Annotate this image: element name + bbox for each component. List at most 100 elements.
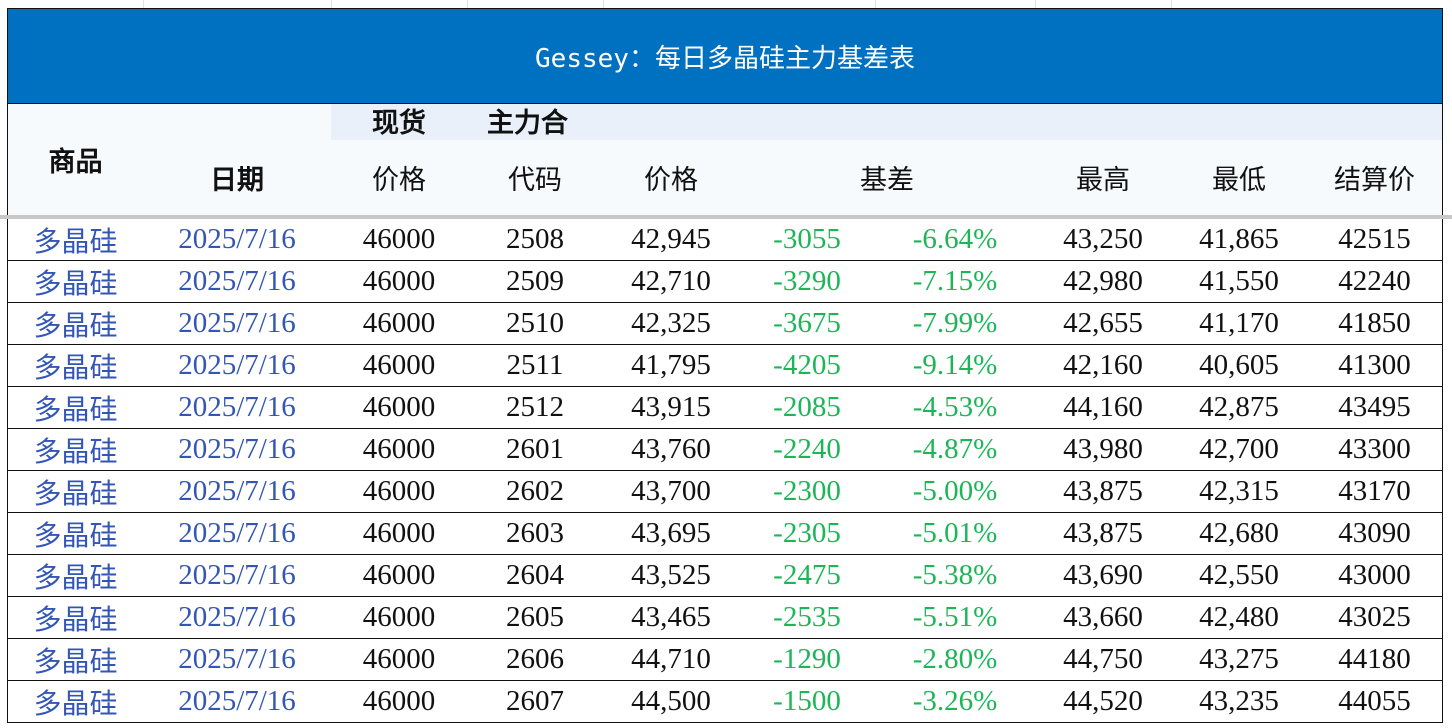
cell-code[interactable]: 2607 xyxy=(467,681,604,723)
cell-high[interactable]: 42,980 xyxy=(1035,261,1172,303)
cell-date[interactable]: 2025/7/16 xyxy=(143,261,332,303)
cell-low[interactable]: 42,680 xyxy=(1171,513,1308,555)
cell-high[interactable]: 43,875 xyxy=(1035,513,1172,555)
cell-spot-price[interactable]: 46000 xyxy=(331,429,468,471)
cell-code[interactable]: 2511 xyxy=(467,345,604,387)
cell-product[interactable]: 多晶硅 xyxy=(7,345,144,387)
cell-basis-pct[interactable]: -9.14% xyxy=(875,345,1036,387)
cell-low[interactable]: 42,315 xyxy=(1171,471,1308,513)
cell-date[interactable]: 2025/7/16 xyxy=(143,597,332,639)
cell-basis[interactable]: -1500 xyxy=(739,681,876,723)
cell-high[interactable]: 43,660 xyxy=(1035,597,1172,639)
cell-code[interactable]: 2510 xyxy=(467,303,604,345)
cell-spot-price[interactable]: 46000 xyxy=(331,639,468,681)
cell-code[interactable]: 2605 xyxy=(467,597,604,639)
cell-low[interactable]: 41,865 xyxy=(1171,219,1308,261)
cell-product[interactable]: 多晶硅 xyxy=(7,597,144,639)
cell-spot-price[interactable]: 46000 xyxy=(331,513,468,555)
cell-low[interactable]: 42,480 xyxy=(1171,597,1308,639)
cell-spot-price[interactable]: 46000 xyxy=(331,345,468,387)
cell-code[interactable]: 2603 xyxy=(467,513,604,555)
cell-settle[interactable]: 43300 xyxy=(1307,429,1443,471)
cell-basis[interactable]: -2300 xyxy=(739,471,876,513)
cell-product[interactable]: 多晶硅 xyxy=(7,681,144,723)
cell-main-price[interactable]: 42,945 xyxy=(603,219,740,261)
cell-basis[interactable]: -4205 xyxy=(739,345,876,387)
cell-spot-price[interactable]: 46000 xyxy=(331,471,468,513)
cell-main-price[interactable]: 43,760 xyxy=(603,429,740,471)
cell-date[interactable]: 2025/7/16 xyxy=(143,303,332,345)
cell-basis-pct[interactable]: -5.51% xyxy=(875,597,1036,639)
cell-high[interactable]: 43,250 xyxy=(1035,219,1172,261)
cell-basis-pct[interactable]: -5.01% xyxy=(875,513,1036,555)
cell-settle[interactable]: 43495 xyxy=(1307,387,1443,429)
cell-high[interactable]: 42,655 xyxy=(1035,303,1172,345)
cell-basis[interactable]: -2305 xyxy=(739,513,876,555)
cell-basis-pct[interactable]: -7.99% xyxy=(875,303,1036,345)
cell-spot-price[interactable]: 46000 xyxy=(331,681,468,723)
cell-settle[interactable]: 44055 xyxy=(1307,681,1443,723)
cell-spot-price[interactable]: 46000 xyxy=(331,555,468,597)
cell-basis-pct[interactable]: -5.00% xyxy=(875,471,1036,513)
cell-main-price[interactable]: 42,710 xyxy=(603,261,740,303)
cell-main-price[interactable]: 43,465 xyxy=(603,597,740,639)
cell-main-price[interactable]: 43,700 xyxy=(603,471,740,513)
cell-spot-price[interactable]: 46000 xyxy=(331,597,468,639)
cell-basis-pct[interactable]: -4.53% xyxy=(875,387,1036,429)
cell-high[interactable]: 44,160 xyxy=(1035,387,1172,429)
cell-basis[interactable]: -3675 xyxy=(739,303,876,345)
cell-basis-pct[interactable]: -5.38% xyxy=(875,555,1036,597)
cell-code[interactable]: 2601 xyxy=(467,429,604,471)
cell-main-price[interactable]: 44,500 xyxy=(603,681,740,723)
cell-product[interactable]: 多晶硅 xyxy=(7,555,144,597)
cell-basis[interactable]: -2535 xyxy=(739,597,876,639)
cell-code[interactable]: 2606 xyxy=(467,639,604,681)
cell-settle[interactable]: 41300 xyxy=(1307,345,1443,387)
cell-date[interactable]: 2025/7/16 xyxy=(143,219,332,261)
cell-low[interactable]: 42,875 xyxy=(1171,387,1308,429)
cell-code[interactable]: 2512 xyxy=(467,387,604,429)
cell-date[interactable]: 2025/7/16 xyxy=(143,555,332,597)
cell-date[interactable]: 2025/7/16 xyxy=(143,387,332,429)
cell-spot-price[interactable]: 46000 xyxy=(331,219,468,261)
cell-basis[interactable]: -2475 xyxy=(739,555,876,597)
cell-date[interactable]: 2025/7/16 xyxy=(143,429,332,471)
cell-main-price[interactable]: 43,695 xyxy=(603,513,740,555)
cell-date[interactable]: 2025/7/16 xyxy=(143,345,332,387)
cell-high[interactable]: 43,690 xyxy=(1035,555,1172,597)
cell-product[interactable]: 多晶硅 xyxy=(7,219,144,261)
cell-basis-pct[interactable]: -7.15% xyxy=(875,261,1036,303)
cell-high[interactable]: 42,160 xyxy=(1035,345,1172,387)
cell-basis-pct[interactable]: -3.26% xyxy=(875,681,1036,723)
cell-code[interactable]: 2509 xyxy=(467,261,604,303)
cell-main-price[interactable]: 44,710 xyxy=(603,639,740,681)
cell-spot-price[interactable]: 46000 xyxy=(331,387,468,429)
cell-low[interactable]: 41,550 xyxy=(1171,261,1308,303)
cell-low[interactable]: 40,605 xyxy=(1171,345,1308,387)
cell-basis-pct[interactable]: -6.64% xyxy=(875,219,1036,261)
cell-spot-price[interactable]: 46000 xyxy=(331,303,468,345)
cell-date[interactable]: 2025/7/16 xyxy=(143,513,332,555)
cell-settle[interactable]: 42515 xyxy=(1307,219,1443,261)
cell-settle[interactable]: 42240 xyxy=(1307,261,1443,303)
cell-date[interactable]: 2025/7/16 xyxy=(143,639,332,681)
cell-settle[interactable]: 43090 xyxy=(1307,513,1443,555)
cell-high[interactable]: 44,520 xyxy=(1035,681,1172,723)
cell-low[interactable]: 42,550 xyxy=(1171,555,1308,597)
cell-low[interactable]: 43,275 xyxy=(1171,639,1308,681)
cell-low[interactable]: 43,235 xyxy=(1171,681,1308,723)
cell-basis[interactable]: -3055 xyxy=(739,219,876,261)
cell-code[interactable]: 2602 xyxy=(467,471,604,513)
cell-high[interactable]: 43,980 xyxy=(1035,429,1172,471)
cell-basis-pct[interactable]: -4.87% xyxy=(875,429,1036,471)
cell-low[interactable]: 41,170 xyxy=(1171,303,1308,345)
cell-settle[interactable]: 41850 xyxy=(1307,303,1443,345)
cell-basis[interactable]: -1290 xyxy=(739,639,876,681)
cell-date[interactable]: 2025/7/16 xyxy=(143,681,332,723)
cell-spot-price[interactable]: 46000 xyxy=(331,261,468,303)
cell-settle[interactable]: 43000 xyxy=(1307,555,1443,597)
cell-main-price[interactable]: 43,915 xyxy=(603,387,740,429)
cell-main-price[interactable]: 43,525 xyxy=(603,555,740,597)
cell-code[interactable]: 2508 xyxy=(467,219,604,261)
cell-product[interactable]: 多晶硅 xyxy=(7,261,144,303)
